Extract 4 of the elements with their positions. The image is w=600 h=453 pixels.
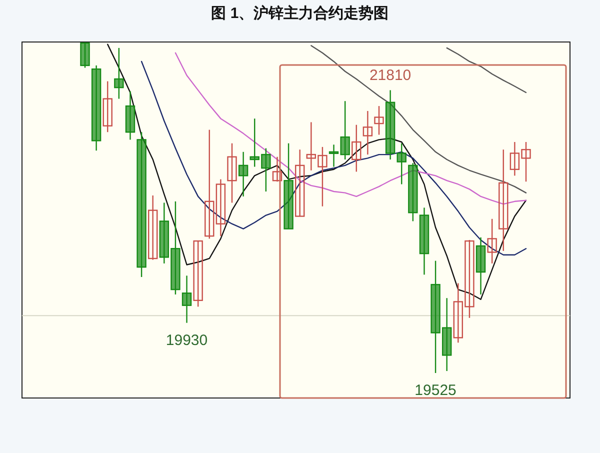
annotation: 19525 — [414, 382, 456, 399]
annotation: 21810 — [369, 67, 412, 84]
title: 图 1、沪锌主力合约走势图 — [211, 5, 389, 22]
annotation: 19930 — [166, 332, 208, 349]
